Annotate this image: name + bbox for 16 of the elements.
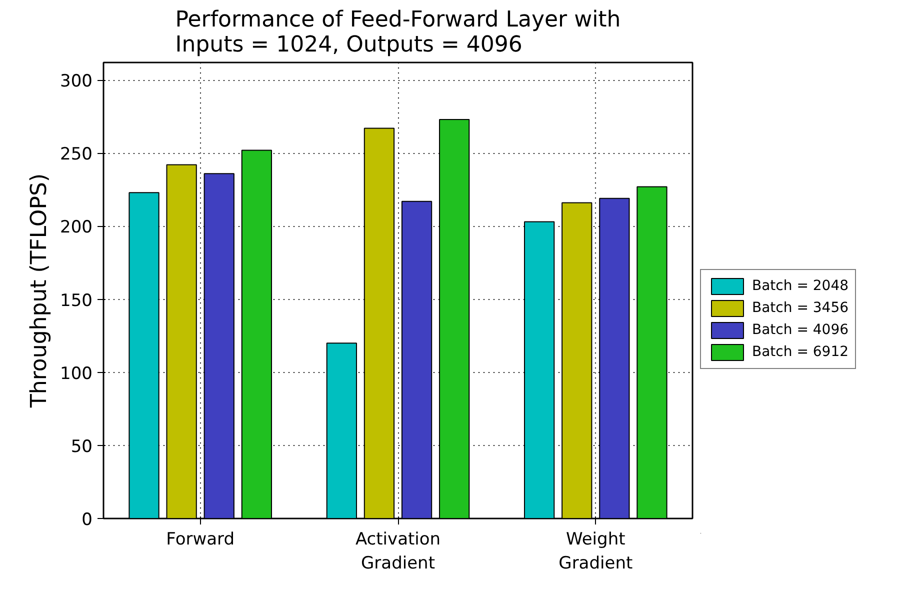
- y-tick-label: 150: [60, 290, 93, 311]
- y-tick-label: 250: [60, 144, 93, 165]
- y-tick-label: 300: [60, 72, 93, 92]
- chart-title: Performance of Feed-Forward Layer with Inputs = 1024, Outputs = 4096: [175, 8, 621, 58]
- legend-label: Batch = 2048: [752, 278, 849, 294]
- y-tick-label: 200: [60, 218, 93, 238]
- legend-label: Batch = 3456: [752, 300, 849, 316]
- x-tick-label: Forward: [166, 530, 235, 550]
- y-tick-label: 0: [82, 510, 93, 530]
- x-tick-label: Activation Gradient: [355, 530, 441, 574]
- y-tick-label: 100: [60, 364, 93, 384]
- legend-label: Batch = 4096: [752, 322, 849, 338]
- y-axis-title: Throughput (TFLOPS): [27, 173, 52, 409]
- legend-label: Batch = 6912: [752, 344, 849, 360]
- y-tick-label: 50: [70, 436, 93, 457]
- x-tick-label: Weight Gradient: [558, 530, 633, 574]
